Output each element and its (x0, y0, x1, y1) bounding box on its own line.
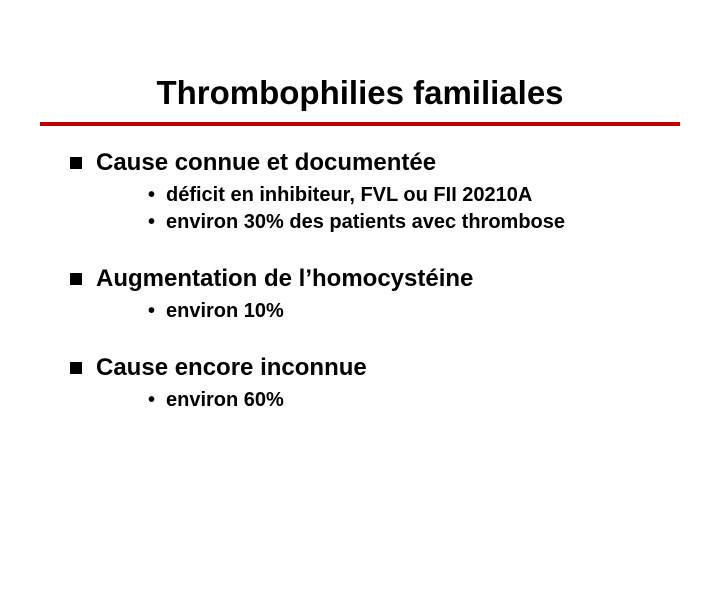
section-heading-text: Augmentation de l’homocystéine (96, 264, 650, 294)
sub-list: déficit en inhibiteur, FVL ou FII 20210A… (70, 182, 650, 236)
square-bullet-icon (70, 362, 82, 374)
section-heading: Cause encore inconnue (70, 353, 650, 383)
section: Cause encore inconnue environ 60% (70, 353, 650, 414)
sub-list: environ 10% (70, 298, 650, 325)
list-item: déficit en inhibiteur, FVL ou FII 20210A (148, 182, 650, 209)
section-heading-text: Cause connue et documentée (96, 148, 650, 178)
slide: Thrombophilies familiales Cause connue e… (0, 74, 720, 614)
section: Cause connue et documentée déficit en in… (70, 148, 650, 236)
sub-list: environ 60% (70, 387, 650, 414)
list-item: environ 30% des patients avec thrombose (148, 209, 650, 236)
section-heading: Cause connue et documentée (70, 148, 650, 178)
square-bullet-icon (70, 273, 82, 285)
slide-title: Thrombophilies familiales (0, 74, 720, 112)
list-item: environ 60% (148, 387, 650, 414)
square-bullet-icon (70, 157, 82, 169)
section-heading: Augmentation de l’homocystéine (70, 264, 650, 294)
section: Augmentation de l’homocystéine environ 1… (70, 264, 650, 325)
list-item: environ 10% (148, 298, 650, 325)
content-area: Cause connue et documentée déficit en in… (0, 126, 720, 414)
section-heading-text: Cause encore inconnue (96, 353, 650, 383)
